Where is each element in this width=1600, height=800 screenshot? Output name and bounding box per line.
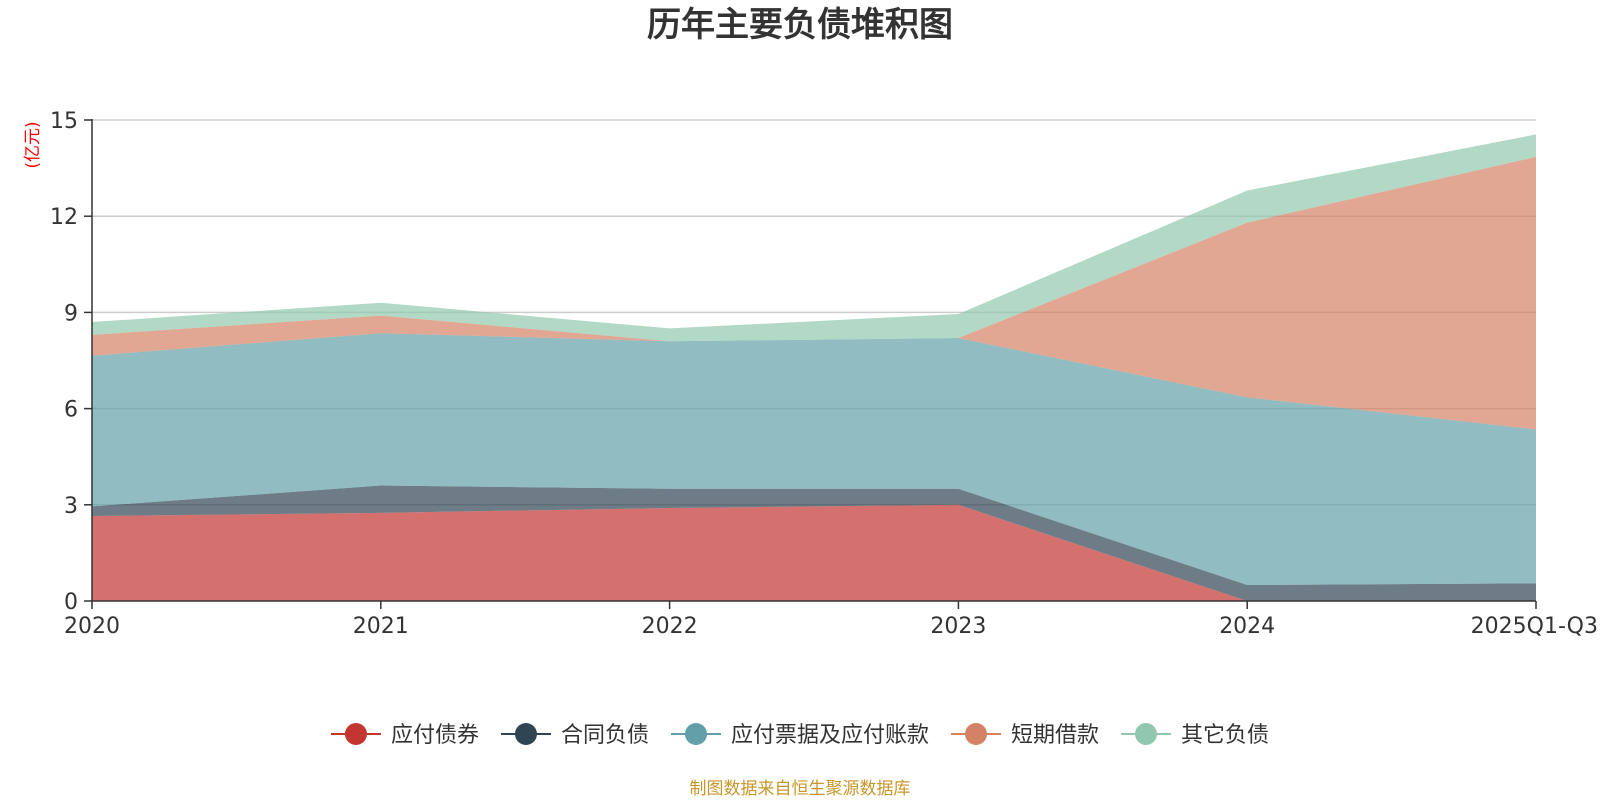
area-series-5 xyxy=(92,134,1536,342)
legend-circle-marker xyxy=(344,723,367,745)
area-series-3 xyxy=(92,333,1536,585)
y-tick-label-6: 6 xyxy=(64,398,78,423)
x-tick-label-4: 2023 xyxy=(930,614,986,639)
y-tick-label-12: 12 xyxy=(50,205,78,230)
x-tick-label-3: 2022 xyxy=(642,614,698,639)
y-tick-label-3: 3 xyxy=(64,494,78,519)
axes: 0 3 6 9 12 15 2020 2021 2022 2023 2024 2025Q1-Q3 xyxy=(50,109,1598,639)
legend-item-3[interactable]: 应付票据及应付账款 xyxy=(670,723,929,748)
legend-item-2[interactable]: 合同负债 xyxy=(500,723,649,748)
legend-item-5[interactable]: 其它负债 xyxy=(1121,723,1269,748)
area-series-4 xyxy=(92,156,1536,430)
legend-label: 其它负债 xyxy=(1181,723,1269,748)
legend[interactable]: 应付债券 合同负债 应付票据及应付账款 短期借款 其它负债 xyxy=(330,723,1269,748)
y-tick-label-9: 9 xyxy=(64,301,78,326)
legend-item-4[interactable]: 短期借款 xyxy=(951,723,1099,748)
legend-label: 应付票据及应付账款 xyxy=(731,723,929,748)
x-tick-label-5: 2024 xyxy=(1219,614,1275,639)
legend-circle-marker xyxy=(1135,723,1158,745)
legend-label: 合同负债 xyxy=(561,723,649,748)
legend-circle-marker xyxy=(514,723,537,745)
chart-title: 历年主要负债堆积图 xyxy=(647,5,953,45)
legend-circle-marker xyxy=(965,723,988,745)
y-axis-unit-label: (亿元) xyxy=(23,121,43,168)
area-series-1 xyxy=(92,504,1536,601)
data-source-note: 制图数据来自恒生聚源数据库 xyxy=(690,779,911,799)
x-tick-label-2: 2021 xyxy=(353,614,409,639)
legend-label: 应付债券 xyxy=(391,723,479,748)
legend-item-1[interactable]: 应付债券 xyxy=(330,723,479,748)
y-tick-label-0: 0 xyxy=(64,590,78,615)
area-series-group xyxy=(92,134,1536,601)
legend-circle-marker xyxy=(684,723,707,745)
area-series-2 xyxy=(92,485,1536,601)
x-tick-label-1: 2020 xyxy=(64,614,120,639)
x-tick-label-6: 2025Q1-Q3 xyxy=(1471,614,1598,639)
y-tick-label-15: 15 xyxy=(50,109,78,134)
legend-label: 短期借款 xyxy=(1011,723,1099,748)
